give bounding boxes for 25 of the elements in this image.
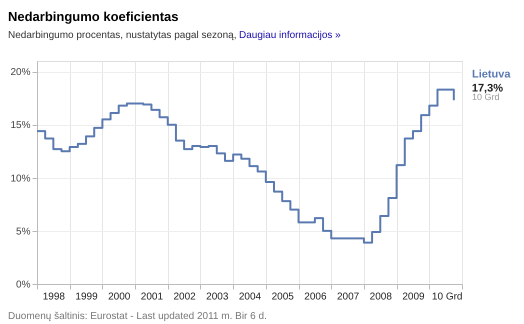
x-tick-label: 2006 bbox=[304, 292, 327, 302]
series-label: Lietuva bbox=[472, 68, 512, 80]
y-tick-label: 0% bbox=[16, 280, 31, 290]
x-tick-label: 1999 bbox=[75, 292, 98, 302]
x-tick-label: 10 Grd bbox=[432, 292, 462, 302]
annotation: 17,3% bbox=[472, 82, 504, 94]
text: Daugiau informacijos » bbox=[239, 30, 342, 41]
chart-title: Nedarbingumo koeficientas bbox=[8, 9, 178, 24]
chart-subtitle: Nedarbingumo procentas, nustatytas pagal sezoną, bbox=[8, 30, 236, 41]
x-tick-label: 2003 bbox=[206, 292, 229, 302]
x-tick-label: 2007 bbox=[336, 292, 360, 302]
x-tick-label: 2001 bbox=[140, 292, 164, 302]
x-tick-label: 2002 bbox=[173, 292, 196, 302]
text: 10 Grd bbox=[472, 92, 500, 102]
y-tick-label: 5% bbox=[16, 226, 31, 238]
x-tick-label: 2005 bbox=[272, 292, 294, 302]
x-tick-label: 2004 bbox=[238, 292, 262, 302]
y-tick-label: 10% bbox=[10, 173, 31, 184]
x-tick-label: 2009 bbox=[402, 292, 426, 302]
x-tick-label: 2000 bbox=[108, 292, 131, 302]
x-tick-label: 1998 bbox=[42, 292, 66, 302]
text: Duomenų šaltinis: Eurostat - Last updated 2011 m. Bir 6 d. bbox=[8, 311, 267, 322]
x-tick-label: 2008 bbox=[370, 292, 392, 302]
y-tick-label: 15% bbox=[10, 120, 31, 132]
y-tick-label: 20% bbox=[10, 67, 31, 78]
